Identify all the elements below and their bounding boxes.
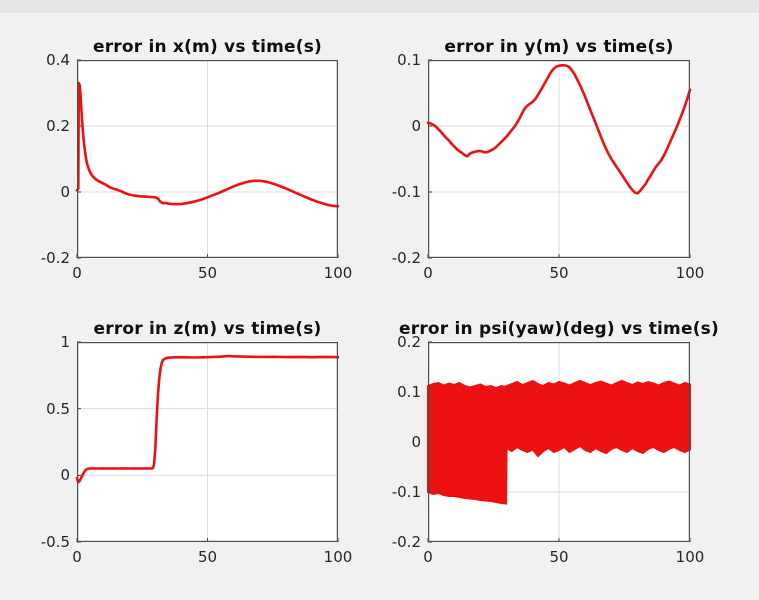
error-z-x-tick-label: 50 (197, 548, 218, 566)
error-psi-x-tick-label: 0 (423, 548, 433, 566)
subplot-error-y-title: error in y(m) vs time(s) (444, 37, 674, 57)
subplot-error-z-title: error in z(m) vs time(s) (93, 319, 322, 339)
error-y-x-tick-label: 100 (675, 264, 705, 282)
subplot-error-x: error in x(m) vs time(s) 0 50 100 -0.2 0 0.2 0… (41, 37, 353, 282)
error-x-y-tick-label: 0.4 (46, 51, 70, 69)
error-psi-x-tick-label: 100 (675, 548, 705, 566)
error-x-x-tick-label: 0 (72, 264, 82, 282)
subplot-error-y-canvas (426, 59, 692, 259)
error-y-y-tick-label: -0.2 (391, 249, 421, 267)
error-x-y-tick-label: 0 (60, 183, 70, 201)
error-x-x-tick-label: 50 (197, 264, 218, 282)
error-z-y-tick-label: 0 (60, 466, 70, 485)
subplot-error-x-canvas (75, 59, 340, 259)
error-psi-x-tick-label: 50 (549, 548, 569, 566)
subplot-error-psi-canvas (427, 341, 691, 543)
subplot-error-z-canvas (75, 341, 340, 543)
error-psi-y-tick-label: 0 (411, 433, 421, 451)
error-psi-y-tick-label: 0.2 (397, 333, 421, 351)
error-x-y-tick-label: 0.2 (46, 117, 70, 135)
error-z-y-tick-label: 0.5 (46, 399, 70, 418)
error-y-y-tick-label: 0 (411, 117, 421, 135)
error-z-y-tick-label: -0.5 (40, 533, 70, 551)
error-z-y-tick-label: 1 (60, 333, 70, 351)
subplot-error-psi-title: error in psi(yaw)(deg) vs time(s) (399, 319, 719, 339)
error-y-y-tick-label: -0.1 (391, 183, 421, 201)
error-z-x-tick-label: 0 (72, 548, 82, 566)
window-top-strip (0, 0, 759, 14)
error-psi-y-tick-label: 0.1 (397, 383, 421, 401)
error-psi-y-tick-label: -0.1 (391, 483, 421, 501)
error-y-x-tick-label: 50 (549, 264, 569, 282)
subplot-error-x-title: error in x(m) vs time(s) (92, 37, 323, 57)
subplot-error-z: error in z(m) vs time(s) 0 50 100 -0.5 0 0.5 1 (41, 319, 353, 566)
error-y-x-tick-label: 0 (423, 264, 433, 282)
error-x-x-tick-label: 100 (323, 264, 353, 282)
subplot-error-psi: error in psi(yaw)(deg) vs time(s) 0 50 100… (392, 319, 719, 566)
error-psi-y-tick-label: -0.2 (391, 533, 421, 551)
subplot-error-y: error in y(m) vs time(s) 0 50 100 -0.2 -0.1 0… (392, 37, 705, 282)
error-y-y-tick-label: 0.1 (397, 51, 421, 69)
error-z-x-tick-label: 100 (323, 548, 353, 566)
error-x-y-tick-label: -0.2 (40, 249, 70, 267)
